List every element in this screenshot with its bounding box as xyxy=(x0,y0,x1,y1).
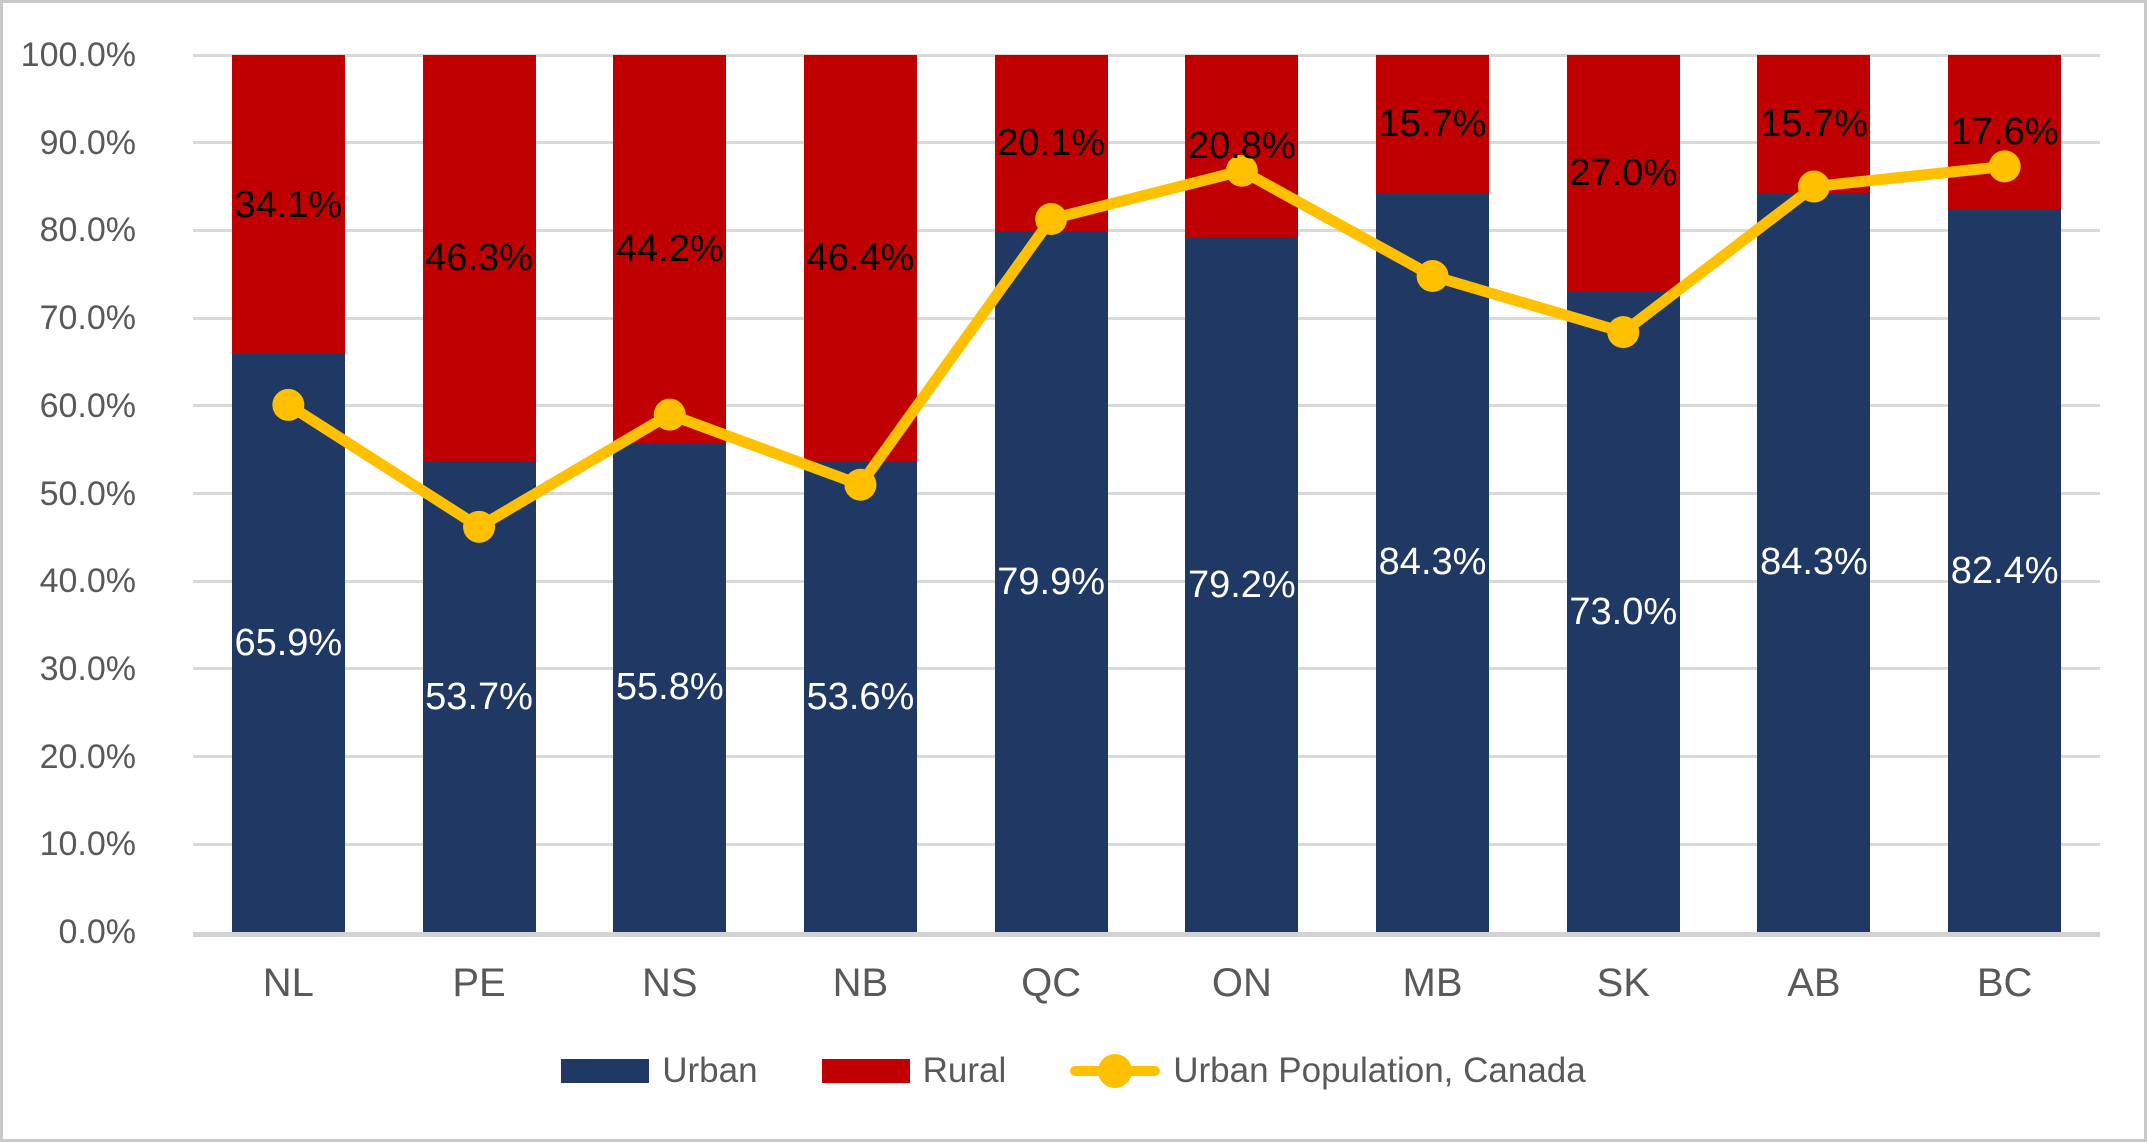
data-label-rural-MB: 15.7% xyxy=(1378,102,1487,145)
x-category-label-BC: BC xyxy=(1976,961,2033,1005)
data-label-rural-SK: 27.0% xyxy=(1569,152,1678,195)
y-tick-label-50pct: 50.0% xyxy=(39,474,136,513)
data-label-urban-NB: 53.6% xyxy=(806,675,915,718)
legend-item-rural: Rural xyxy=(821,1051,1007,1091)
data-label-rural-BC: 17.6% xyxy=(1950,111,2059,154)
legend-swatch-rural xyxy=(821,1059,910,1083)
bar-segment-urban-ON xyxy=(1185,237,1299,932)
bar-segment-rural-QC xyxy=(994,55,1108,232)
data-label-urban-ON: 79.2% xyxy=(1187,563,1296,606)
y-tick-label-80pct: 80.0% xyxy=(39,211,136,250)
data-label-rural-NL: 34.1% xyxy=(234,183,343,226)
data-label-urban-AB: 84.3% xyxy=(1760,541,1868,584)
data-label-urban-QC: 79.9% xyxy=(997,560,1106,603)
data-label-urban-NS: 55.8% xyxy=(615,666,724,709)
y-tick-label-30pct: 30.0% xyxy=(39,649,136,688)
y-tick-label-70pct: 70.0% xyxy=(39,299,136,338)
data-label-rural-PE: 46.3% xyxy=(425,237,533,280)
gridline-60pct xyxy=(193,404,2100,408)
legend-label-rural: Rural xyxy=(922,1051,1007,1090)
gridline-30pct xyxy=(193,667,2100,671)
bar-segment-urban-SK xyxy=(1566,291,1680,932)
gridline-80pct xyxy=(193,228,2100,232)
x-category-label-AB: AB xyxy=(1787,961,1841,1005)
legend-label-urban: Urban xyxy=(662,1051,758,1090)
x-category-label-ON: ON xyxy=(1211,961,1272,1005)
data-label-rural-QC: 20.1% xyxy=(997,122,1106,165)
bar-segment-urban-NB xyxy=(803,461,917,932)
data-label-urban-MB: 84.3% xyxy=(1378,541,1487,584)
line-marker-BC xyxy=(1988,150,2021,183)
legend-line-marker-icon xyxy=(1070,1054,1161,1088)
bar-segment-urban-NS xyxy=(613,442,727,932)
bar-segment-rural-PE xyxy=(422,55,536,462)
x-category-label-SK: SK xyxy=(1596,961,1650,1005)
legend-item-urban: Urban xyxy=(561,1051,758,1091)
legend: Urban Rural Urban Population, Canada xyxy=(3,1051,2144,1091)
y-tick-label-20pct: 20.0% xyxy=(39,737,136,776)
bar-segment-rural-BC xyxy=(1948,55,2062,210)
data-label-urban-SK: 73.0% xyxy=(1569,590,1678,633)
line-marker-SK xyxy=(1607,316,1640,349)
bar-segment-rural-NL xyxy=(231,55,345,355)
y-tick-label-90pct: 90.0% xyxy=(39,123,136,162)
y-tick-label-100pct: 100.0% xyxy=(20,36,136,74)
line-marker-QC xyxy=(1035,202,1068,235)
data-label-rural-NS: 44.2% xyxy=(615,227,724,270)
gridline-40pct xyxy=(193,579,2100,583)
gridline-20pct xyxy=(193,755,2100,759)
line-marker-NL xyxy=(272,388,305,421)
gridline-70pct xyxy=(193,316,2100,320)
data-label-urban-NL: 65.9% xyxy=(234,622,343,665)
legend-swatch-urban xyxy=(561,1059,650,1083)
bar-segment-rural-NS xyxy=(613,55,727,443)
y-tick-label-0pct: 0.0% xyxy=(58,913,137,951)
line-marker-MB xyxy=(1416,260,1449,293)
gridline-90pct xyxy=(193,141,2100,145)
bar-segment-urban-QC xyxy=(994,231,1108,932)
legend-item-line: Urban Population, Canada xyxy=(1070,1051,1586,1091)
bar-segment-rural-SK xyxy=(1566,55,1680,292)
line-marker-ON xyxy=(1225,154,1258,187)
x-category-label-NL: NL xyxy=(262,961,314,1005)
bar-segment-rural-ON xyxy=(1185,55,1299,238)
line-marker-NS xyxy=(653,398,686,431)
gridline-100pct xyxy=(193,53,2100,57)
data-label-rural-NB: 46.4% xyxy=(806,237,915,280)
x-category-label-NS: NS xyxy=(641,961,698,1005)
gridline-0pct xyxy=(193,932,2100,937)
line-marker-PE xyxy=(463,510,496,543)
data-label-rural-ON: 20.8% xyxy=(1187,125,1296,168)
y-tick-label-60pct: 60.0% xyxy=(39,386,136,425)
bar-segment-urban-BC xyxy=(1948,209,2062,932)
y-tick-label-10pct: 10.0% xyxy=(39,825,136,864)
bar-segment-rural-MB xyxy=(1376,55,1490,193)
line-marker-NB xyxy=(844,468,877,501)
x-category-label-PE: PE xyxy=(452,961,506,1005)
x-category-label-MB: MB xyxy=(1402,961,1463,1005)
y-tick-label-40pct: 40.0% xyxy=(39,562,136,601)
line-marker-AB xyxy=(1797,170,1830,203)
bar-segment-urban-AB xyxy=(1757,192,1871,932)
data-label-rural-AB: 15.7% xyxy=(1760,102,1868,145)
urban-population-canada-line xyxy=(282,160,2011,533)
x-category-label-NB: NB xyxy=(832,961,889,1005)
data-label-urban-PE: 53.7% xyxy=(425,675,533,718)
bar-segment-urban-NL xyxy=(231,354,345,932)
gridline-50pct xyxy=(193,492,2100,495)
legend-label-urban-population-canada: Urban Population, Canada xyxy=(1173,1051,1586,1090)
gridline-10pct xyxy=(193,842,2100,846)
bar-segment-rural-AB xyxy=(1757,55,1871,193)
data-label-urban-BC: 82.4% xyxy=(1950,549,2059,592)
bar-segment-rural-NB xyxy=(803,55,917,462)
line-series-overlay xyxy=(272,150,2021,543)
x-category-label-QC: QC xyxy=(1021,961,1082,1005)
bar-segment-urban-MB xyxy=(1376,192,1490,932)
